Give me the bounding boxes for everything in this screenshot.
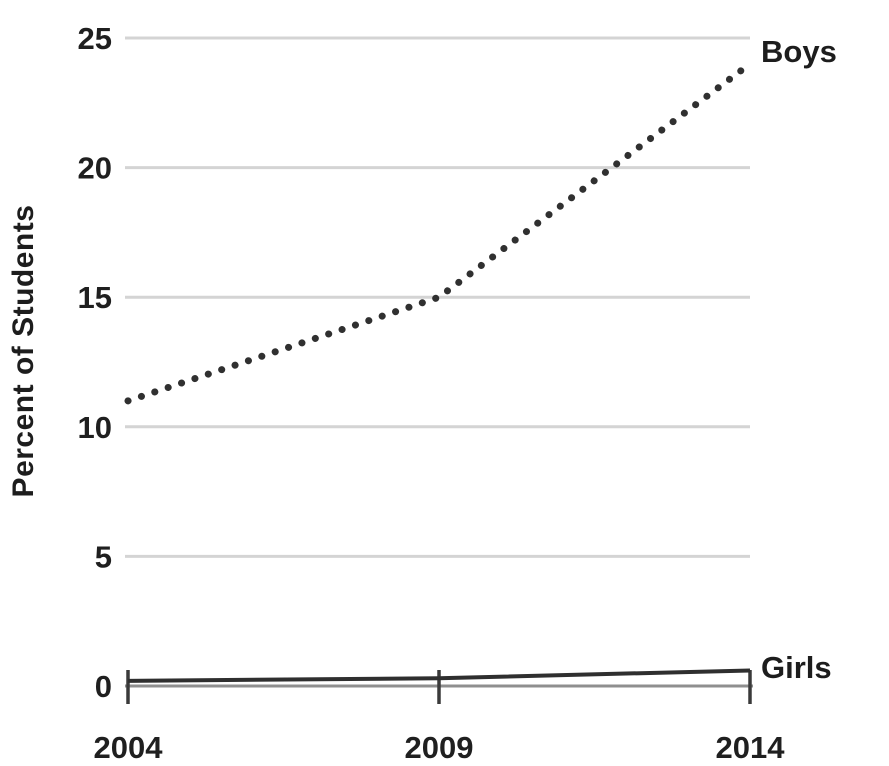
y-tick-label-5: 5 xyxy=(95,539,112,574)
x-tick-label-2004: 2004 xyxy=(94,730,164,765)
series-label-girls: Girls xyxy=(761,650,832,685)
series-line-girls xyxy=(127,668,751,683)
y-axis-title: Percent of Students xyxy=(7,204,40,498)
y-tick-label-15: 15 xyxy=(78,280,112,315)
x-tick-label-2009: 2009 xyxy=(405,730,474,765)
series-label-boys: Boys xyxy=(761,34,837,69)
y-tick-label-20: 20 xyxy=(78,151,112,186)
y-tick-label-10: 10 xyxy=(78,410,112,445)
y-tick-label-25: 25 xyxy=(78,21,112,56)
y-tick-label-0: 0 xyxy=(95,669,112,704)
x-tick-label-2014: 2014 xyxy=(716,730,786,765)
series-line-boys xyxy=(124,60,754,405)
